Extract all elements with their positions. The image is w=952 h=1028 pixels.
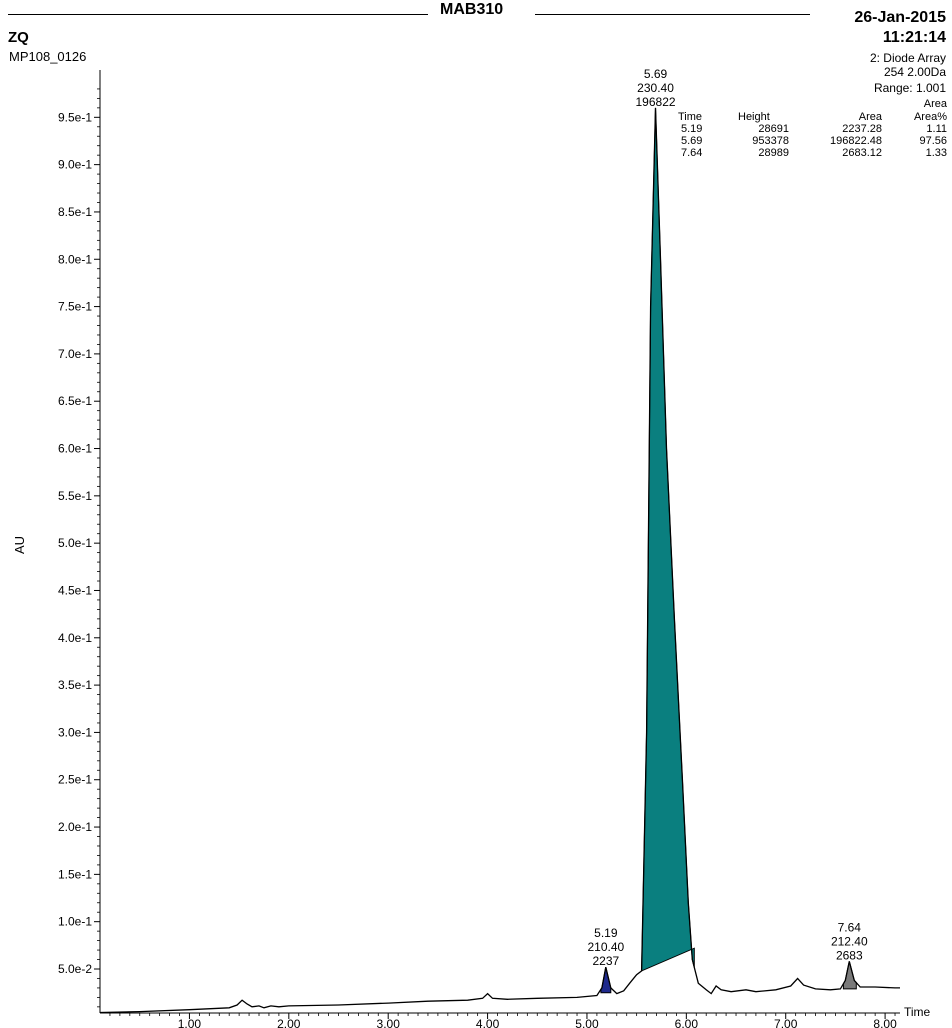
y-tick-label: 2.0e-1 <box>58 820 92 834</box>
y-axis-label: AU <box>12 536 27 554</box>
peak-label-area: 2683 <box>836 948 863 962</box>
peak-table-cell-area-pct: 97.56 <box>919 135 947 147</box>
time-label: 11:21:14 <box>882 29 946 46</box>
peak-table-header-time: Time <box>678 111 703 123</box>
peak-table-header-area-pct-top: Area <box>923 98 947 110</box>
y-tick-label: 4.5e-1 <box>58 583 92 597</box>
x-tick-label: 2.00 <box>277 1017 301 1028</box>
y-tick-label: 8.5e-1 <box>58 205 92 219</box>
peak-table-header-area: Area <box>858 111 882 123</box>
y-tick-label: 6.5e-1 <box>58 394 92 408</box>
y-tick-label: 1.5e-1 <box>58 867 92 881</box>
y-tick-label: 3.5e-1 <box>58 678 92 692</box>
peak-label-rt: 7.64 <box>838 920 862 934</box>
peak-area-fill <box>641 107 695 972</box>
chromatogram-trace <box>99 107 900 1014</box>
peak-label-mass: 210.40 <box>587 940 624 954</box>
x-tick-label: 7.00 <box>774 1017 798 1028</box>
y-tick-label: 8.0e-1 <box>58 252 92 266</box>
peak-table-cell-time: 7.64 <box>681 147 703 159</box>
peak-label-area: 2237 <box>592 954 619 968</box>
detector-label: 2: Diode Array <box>869 51 946 65</box>
y-tick-label: 1.0e-1 <box>58 915 92 929</box>
axis-layer: AU Time <box>12 70 931 1019</box>
peak-fill-layer <box>600 107 857 994</box>
peak-table-cell-height: 28989 <box>758 147 789 159</box>
peak-label-layer: 5.19210.4022375.69230.401968227.64212.40… <box>587 67 868 968</box>
y-tick-label: 9.0e-1 <box>58 158 92 172</box>
y-tick-label: 6.0e-1 <box>58 442 92 456</box>
y-tick-label: 5.0e-2 <box>58 962 92 976</box>
y-tick-label: 5.0e-1 <box>58 536 92 550</box>
instrument-label: ZQ <box>8 29 29 46</box>
y-tick-label: 9.5e-1 <box>58 110 92 124</box>
peak-label-rt: 5.69 <box>644 67 668 81</box>
peak-label-mass: 230.40 <box>637 81 674 95</box>
x-axis-label: Time <box>904 1005 931 1019</box>
x-tick-label: 6.00 <box>675 1017 699 1028</box>
y-tick-label: 7.0e-1 <box>58 347 92 361</box>
date-label: 26-Jan-2015 <box>854 9 946 26</box>
sample-label: MP108_0126 <box>9 49 87 64</box>
peak-table-cell-area: 2237.28 <box>842 123 882 135</box>
header-rule-left <box>8 14 428 15</box>
peak-table-cell-area: 2683.12 <box>842 147 882 159</box>
x-tick-label: 8.00 <box>873 1017 897 1028</box>
peak-table-header-height: Height <box>738 111 770 123</box>
y-tick-label: 4.0e-1 <box>58 631 92 645</box>
x-tick-label: 1.00 <box>178 1017 202 1028</box>
peak-table-cell-area: 196822.48 <box>830 135 882 147</box>
x-tick-label: 3.00 <box>377 1017 401 1028</box>
wavelength-label: 254 2.00Da <box>883 65 946 79</box>
chart-title: MAB310 <box>440 1 504 18</box>
peak-table-cell-area-pct: 1.33 <box>925 147 947 159</box>
peak-table-header-area-pct: Area% <box>913 111 947 123</box>
peak-table-cell-area-pct: 1.11 <box>926 123 947 135</box>
range-label: Range: 1.001 <box>873 81 946 95</box>
tick-layer: 5.0e-2 1.0e-1 1.5e-1 2.0e-1 2.5e-1 3.0e-1 3.5e… <box>58 88 897 1028</box>
header-rule-right <box>535 14 810 15</box>
y-tick-label: 2.5e-1 <box>58 773 92 787</box>
peak-table-cell-height: 28691 <box>758 123 789 135</box>
peak-table-cell-height: 953378 <box>752 135 789 147</box>
y-tick-label: 7.5e-1 <box>58 300 92 314</box>
peak-table-cell-time: 5.69 <box>681 135 703 147</box>
x-tick-label: 4.00 <box>476 1017 500 1028</box>
x-tick-label: 5.00 <box>575 1017 599 1028</box>
y-tick-label: 5.5e-1 <box>58 489 92 503</box>
y-tick-label: 3.0e-1 <box>58 725 92 739</box>
peak-label-rt: 5.19 <box>594 926 618 940</box>
peak-label-mass: 212.40 <box>831 934 868 948</box>
peak-label-area: 196822 <box>636 95 676 109</box>
trace-layer <box>99 107 900 1014</box>
peak-table-cell-time: 5.19 <box>681 123 703 135</box>
